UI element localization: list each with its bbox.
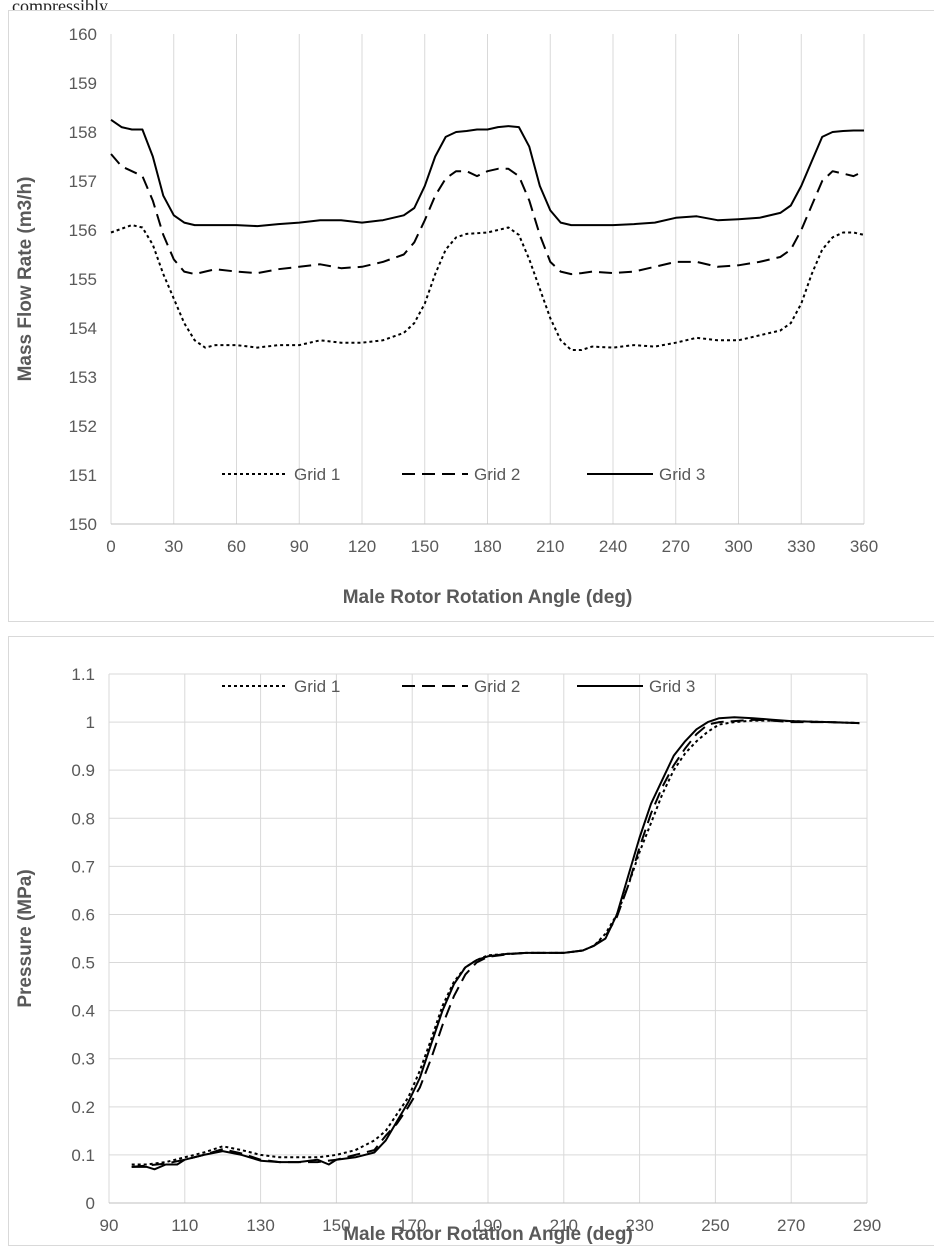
chart1-y-tick-label: 151 bbox=[69, 466, 97, 485]
chart1-y-tick-label: 159 bbox=[69, 74, 97, 93]
chart1-x-tick-label: 60 bbox=[227, 537, 246, 556]
chart2-y-tick-label: 0.9 bbox=[71, 761, 95, 780]
chart1-series-line-grid-3 bbox=[110, 118, 864, 228]
chart2-x-tick-label: 250 bbox=[701, 1216, 729, 1235]
chart2-y-tick-label: 1.1 bbox=[71, 665, 95, 684]
chart2-series-line-grid-2 bbox=[131, 718, 860, 1168]
chart1-x-tick-label: 180 bbox=[473, 537, 501, 556]
chart1-y-tick-label: 150 bbox=[69, 515, 97, 534]
chart2-series-line-grid-1 bbox=[131, 719, 860, 1166]
chart1-x-axis-title: Male Rotor Rotation Angle (deg) bbox=[343, 587, 633, 608]
chart1-legend-label: Grid 3 bbox=[659, 465, 705, 484]
chart2-x-tick-label: 170 bbox=[398, 1216, 426, 1235]
chart2-y-tick-label: 0.8 bbox=[71, 809, 95, 828]
chart1-y-tick-label: 157 bbox=[69, 172, 97, 191]
chart1-y-tick-label: 155 bbox=[69, 270, 97, 289]
chart1-y-tick-label: 152 bbox=[69, 417, 97, 436]
chart2-y-axis-title: Pressure (MPa) bbox=[15, 869, 36, 1007]
chart2-y-tick-label: 0.6 bbox=[71, 905, 95, 924]
chart1-y-tick-label: 156 bbox=[69, 221, 97, 240]
chart2-legend-label: Grid 3 bbox=[649, 677, 695, 696]
chart2-x-tick-label: 230 bbox=[625, 1216, 653, 1235]
chart2-y-tick-label: 0.2 bbox=[71, 1098, 95, 1117]
chart2-x-tick-label: 190 bbox=[474, 1216, 502, 1235]
chart1-x-tick-label: 30 bbox=[164, 537, 183, 556]
chart2-y-tick-label: 0.1 bbox=[71, 1146, 95, 1165]
chart1-x-tick-label: 150 bbox=[411, 537, 439, 556]
chart2-x-tick-label: 270 bbox=[777, 1216, 805, 1235]
chart2-y-tick-label: 1 bbox=[86, 713, 95, 732]
chart1-y-tick-label: 153 bbox=[69, 368, 97, 387]
chart1-x-tick-label: 330 bbox=[787, 537, 815, 556]
chart1-x-tick-label: 0 bbox=[106, 537, 115, 556]
mass-flow-chart-svg: 0 30 60 90 120 150 180 210 240 270 300 330 360 150 151… bbox=[15, 25, 878, 608]
chart2-y-tick-label: 0.5 bbox=[71, 954, 95, 973]
chart2-y-tick-label: 0.4 bbox=[71, 1002, 95, 1021]
chart2-x-tick-label: 110 bbox=[171, 1216, 198, 1235]
chart1-x-tick-label: 90 bbox=[290, 537, 309, 556]
chart2-x-tick-label: 150 bbox=[322, 1216, 350, 1235]
chart2-x-tick-label: 290 bbox=[853, 1216, 881, 1235]
chart2-x-tick-label: 90 bbox=[100, 1216, 119, 1235]
chart2-x-tick-label: 130 bbox=[246, 1216, 274, 1235]
chart2-legend-label: Grid 1 bbox=[294, 677, 340, 696]
chart1-series-line-grid-2 bbox=[110, 153, 865, 276]
chart2-y-tick-label: 0.7 bbox=[71, 857, 95, 876]
mass-flow-chart: 0 30 60 90 120 150 180 210 240 270 300 330 360 150 151… bbox=[8, 10, 934, 622]
chart1-x-tick-label: 300 bbox=[724, 537, 752, 556]
chart1-y-tick-label: 160 bbox=[69, 25, 97, 44]
chart1-y-tick-label: 158 bbox=[69, 123, 97, 142]
chart1-x-tick-label: 240 bbox=[599, 537, 627, 556]
chart2-y-tick-label: 0.3 bbox=[71, 1050, 95, 1069]
chart1-legend-label: Grid 2 bbox=[474, 465, 520, 484]
pressure-chart: 90 110 130 150 170 190 210 230 250 270 290 0 0.1 0.2 0… bbox=[8, 636, 934, 1246]
chart1-y-tick-label: 154 bbox=[69, 319, 97, 338]
chart1-x-tick-label: 210 bbox=[536, 537, 564, 556]
chart1-y-axis-title: Mass Flow Rate (m3/h) bbox=[15, 177, 36, 382]
chart2-x-axis-title: Male Rotor Rotation Angle (deg) bbox=[343, 1224, 633, 1245]
chart1-legend-label: Grid 1 bbox=[294, 465, 340, 484]
chart1-x-tick-label: 270 bbox=[662, 537, 690, 556]
chart1-x-tick-label: 360 bbox=[850, 537, 878, 556]
chart2-y-tick-label: 0 bbox=[86, 1194, 95, 1213]
chart2-legend-label: Grid 2 bbox=[474, 677, 520, 696]
chart1-x-tick-label: 120 bbox=[348, 537, 376, 556]
chart2-series-line-grid-3 bbox=[131, 716, 860, 1171]
pressure-chart-svg: 90 110 130 150 170 190 210 230 250 270 290 0 0.1 0.2 0… bbox=[15, 665, 881, 1245]
chart2-x-tick-label: 210 bbox=[550, 1216, 578, 1235]
